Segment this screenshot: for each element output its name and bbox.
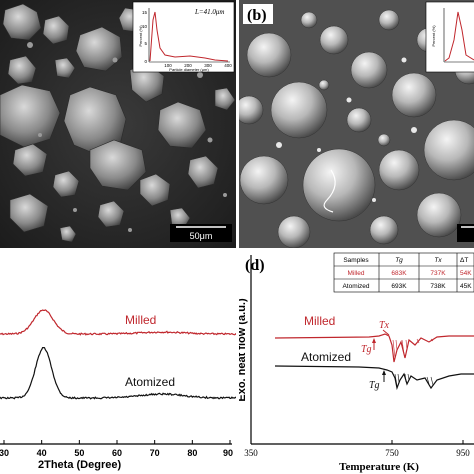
x-tick-label: 50 — [74, 448, 84, 458]
inset-ytick: 5 — [144, 41, 147, 46]
dsc-chart: (d) Exo. heat flow (a.u.) 350 750 950 Te… — [239, 252, 474, 473]
milled-label: Milled — [125, 313, 156, 327]
milled-xrd-curve — [0, 309, 236, 336]
table-cell: 693K — [391, 283, 407, 290]
panel-b-label: (b) — [247, 7, 267, 24]
x-axis-label: 2Theta (Degree) — [38, 459, 121, 471]
inset-ytick: 10 — [142, 24, 148, 29]
milled-dsc-curve — [274, 333, 474, 363]
xrd-chart: 30 40 50 60 70 80 90 Milled Atomized 2Theta (D… — [0, 309, 236, 471]
inset-ytick: 15 — [142, 10, 148, 15]
x-tick-label: 40 — [37, 448, 47, 458]
table-cell: 45K — [460, 283, 472, 290]
atomized-curve-label: Atomized — [301, 350, 351, 364]
inset-xlabel: Particle diameter (μm) — [169, 67, 209, 72]
inset-xtick: 300 — [204, 63, 212, 68]
table-header: ΔT — [460, 257, 468, 264]
x-tick-label: 30 — [0, 448, 9, 458]
milled-tx-label: Tx — [379, 320, 390, 331]
mean-size-label: L=41.0μm — [194, 8, 224, 16]
size-distribution-inset: Percent (%) — [425, 1, 474, 73]
table-cell: 738K — [430, 283, 446, 290]
panel-b-sem-atomized: (b) Percent (%) — [239, 0, 474, 248]
table-cell: 54K — [460, 270, 472, 277]
inset-ylabel: Percent (%) — [431, 25, 436, 47]
table-cell: 683K — [391, 270, 407, 277]
x-ticks: 30 40 50 60 70 80 90 — [0, 440, 233, 458]
thermal-parameters-table: Samples Tg Tx ΔT Milled 683K 737K 54K At… — [333, 252, 474, 293]
x-tick: 350 — [244, 448, 258, 458]
x-axis-label: Temperature (K) — [339, 461, 419, 473]
table-header: Samples — [343, 257, 369, 264]
table-cell: 737K — [430, 270, 446, 277]
table-header: Tx — [434, 257, 442, 264]
sem-image-milled: Percent (%) 15 10 5 0 100 200 300 400 Pa… — [0, 0, 236, 248]
milled-hatch — [392, 338, 434, 359]
atomized-tg-label: Tg — [369, 380, 380, 391]
atomized-hatch — [394, 373, 434, 387]
inset-xtick: 200 — [184, 63, 192, 68]
inset-xtick: 100 — [164, 63, 172, 68]
panel-d-label: (d) — [245, 257, 265, 274]
inset-ylabel: Percent (%) — [138, 25, 143, 47]
milled-tg-label: Tg — [361, 344, 372, 355]
y-axis-label: Exo. heat flow (a.u.) — [239, 298, 248, 402]
size-distribution-inset: Percent (%) 15 10 5 0 100 200 300 400 Pa… — [132, 1, 235, 73]
panel-c-xrd: 30 40 50 60 70 80 90 Milled Atomized 2Theta (D… — [0, 250, 236, 474]
table-header: Tg — [395, 257, 403, 264]
atomized-xrd-curve — [0, 347, 236, 400]
x-tick-label: 80 — [187, 448, 197, 458]
inset-xtick: 400 — [224, 63, 232, 68]
table-cell: Milled — [348, 270, 365, 277]
atomized-label: Atomized — [125, 375, 175, 389]
scale-bar-box — [457, 224, 474, 242]
panel-a-sem-milled: Percent (%) 15 10 5 0 100 200 300 400 Pa… — [0, 0, 236, 248]
panel-d-dsc: (d) Exo. heat flow (a.u.) 350 750 950 Te… — [239, 250, 474, 474]
x-tick: 950 — [456, 448, 470, 458]
scale-bar-box — [170, 224, 232, 242]
table-cell: Atomized — [342, 283, 369, 290]
x-tick: 750 — [385, 448, 399, 458]
milled-curve-label: Milled — [304, 314, 335, 328]
sem-image-atomized: (b) Percent (%) — [239, 0, 474, 248]
x-tick-label: 60 — [112, 448, 122, 458]
inset-ytick: 0 — [144, 59, 147, 64]
x-tick-label: 70 — [150, 448, 160, 458]
x-tick-label: 90 — [223, 448, 233, 458]
scale-bar-label: 50μm — [190, 231, 213, 241]
